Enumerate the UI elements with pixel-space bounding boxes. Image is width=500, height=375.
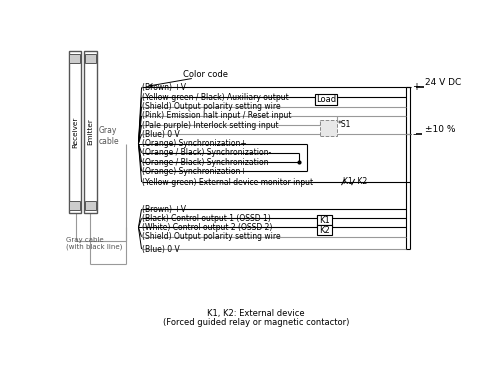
Text: (Pale purple) Interlock setting input: (Pale purple) Interlock setting input	[142, 121, 279, 130]
Text: *S1: *S1	[338, 120, 351, 129]
Text: (Blue) 0 V: (Blue) 0 V	[142, 130, 180, 139]
Text: Emitter: Emitter	[88, 118, 94, 146]
Bar	[84, 51, 96, 213]
Text: (Pink) Emission halt input / Reset input: (Pink) Emission halt input / Reset input	[142, 111, 292, 120]
Text: (White) Control output 2 (OSSD 2): (White) Control output 2 (OSSD 2)	[142, 223, 272, 232]
Bar	[68, 51, 81, 213]
Text: Color code: Color code	[184, 70, 228, 79]
Bar	[316, 215, 332, 225]
Text: Gray
cable: Gray cable	[98, 126, 119, 146]
Text: 24 V DC: 24 V DC	[425, 78, 462, 87]
Bar	[85, 201, 96, 210]
Bar	[70, 54, 80, 63]
Text: (Orange / Black) Synchronization-: (Orange / Black) Synchronization-	[142, 148, 272, 157]
Bar	[85, 54, 96, 63]
Text: (Yellow-green / Black) Auxiliary output: (Yellow-green / Black) Auxiliary output	[142, 93, 289, 102]
Text: (Shield) Output polarity setting wire: (Shield) Output polarity setting wire	[142, 102, 281, 111]
Text: (Forced guided relay or magnetic contactor): (Forced guided relay or magnetic contact…	[163, 318, 350, 327]
Text: Load: Load	[316, 95, 336, 104]
Text: Gray cable
(with black line): Gray cable (with black line)	[66, 237, 123, 250]
Text: Receiver: Receiver	[72, 116, 78, 148]
Bar	[70, 201, 80, 210]
Text: -: -	[412, 129, 416, 140]
Text: (Yellow-green) External device monitor input: (Yellow-green) External device monitor i…	[142, 177, 314, 186]
Text: (Blue) 0 V: (Blue) 0 V	[142, 244, 180, 254]
Text: K1  K2: K1 K2	[343, 177, 367, 186]
Text: (Orange) Synchronization+: (Orange) Synchronization+	[142, 139, 247, 148]
Text: K2: K2	[319, 226, 330, 235]
Text: (Orange) Synchronization+: (Orange) Synchronization+	[142, 167, 247, 176]
Text: +: +	[412, 82, 420, 92]
Bar	[316, 225, 332, 235]
Text: ±10 %: ±10 %	[425, 124, 456, 134]
Text: (Brown) +V: (Brown) +V	[142, 204, 186, 213]
Text: K1, K2: External device: K1, K2: External device	[208, 309, 305, 318]
Bar	[320, 120, 337, 136]
Text: K1: K1	[319, 216, 330, 225]
Text: (Orange / Black) Synchronization-: (Orange / Black) Synchronization-	[142, 158, 272, 166]
Text: (Shield) Output polarity setting wire: (Shield) Output polarity setting wire	[142, 232, 281, 241]
Bar	[315, 94, 337, 105]
Text: (Black) Control output 1 (OSSD 1): (Black) Control output 1 (OSSD 1)	[142, 214, 271, 223]
Text: (Brown) +V: (Brown) +V	[142, 83, 186, 92]
